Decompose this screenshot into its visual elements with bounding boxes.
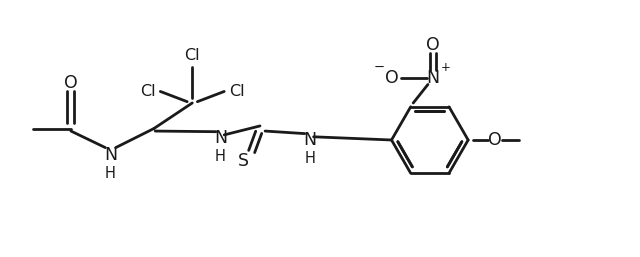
Text: Cl: Cl xyxy=(229,84,244,99)
Text: N: N xyxy=(303,131,316,149)
Text: O: O xyxy=(426,36,440,54)
Text: O: O xyxy=(64,74,78,91)
Text: H: H xyxy=(105,166,116,181)
Text: Cl: Cl xyxy=(140,84,156,99)
Text: −: − xyxy=(374,61,385,74)
Text: Cl: Cl xyxy=(184,48,200,62)
Text: H: H xyxy=(305,151,316,166)
Text: O: O xyxy=(488,131,502,149)
Text: N: N xyxy=(426,69,440,87)
Text: H: H xyxy=(215,149,226,164)
Text: +: + xyxy=(441,61,451,74)
Text: N: N xyxy=(104,146,117,164)
Text: N: N xyxy=(214,129,227,147)
Text: S: S xyxy=(238,152,249,170)
Text: O: O xyxy=(385,69,398,87)
